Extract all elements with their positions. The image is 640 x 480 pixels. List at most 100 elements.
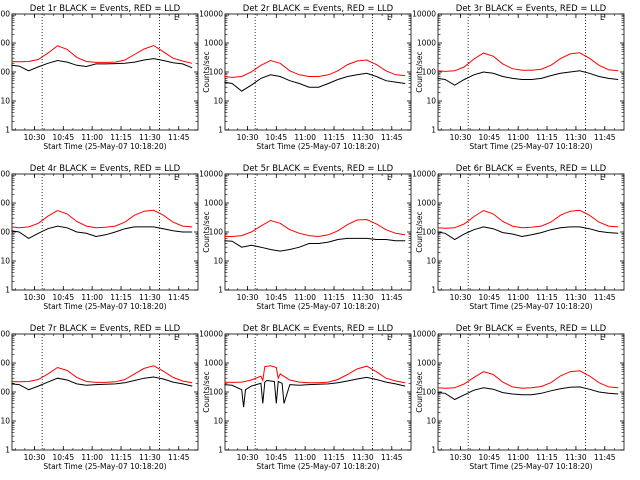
plot-frame — [11, 13, 199, 131]
series-lld-line — [11, 44, 193, 64]
panel-title: Det 7r BLACK = Events, RED = LLD — [30, 324, 181, 334]
series-lld-line — [11, 365, 193, 384]
y-tick-label: 10000 — [412, 10, 436, 19]
y-tick-label: 10000 — [0, 330, 10, 339]
y-axis-label: Counts/sec — [202, 51, 211, 92]
y-tick-label: 10 — [0, 417, 10, 426]
x-tick-label: 11:45 — [381, 293, 403, 302]
y-tick-label: 10 — [0, 97, 10, 106]
plot-frame — [224, 333, 412, 451]
y-tick-label: 10000 — [199, 10, 223, 19]
x-tick-label: 10:45 — [265, 453, 287, 462]
x-tick-label: 10:45 — [52, 293, 74, 302]
panel-title: Det 1r BLACK = Events, RED = LLD — [30, 4, 181, 14]
y-tick-label: 10 — [213, 417, 223, 426]
x-tick-label: 10:45 — [478, 293, 500, 302]
y-tick-label: 1000 — [204, 39, 223, 48]
y-tick-label: 100 — [209, 388, 224, 397]
y-tick-label: 1000 — [204, 199, 223, 208]
x-tick-label: 11:30 — [352, 453, 374, 462]
series-lld-line — [224, 365, 406, 384]
x-tick-label: 10:30 — [237, 453, 259, 462]
y-tick-label: 1000 — [417, 39, 436, 48]
y-tick-label: 1 — [5, 126, 10, 135]
plot-frame — [11, 333, 199, 451]
y-axis-label: Counts/sec — [415, 51, 424, 92]
y-tick-label: 10 — [0, 257, 10, 266]
x-axis-label: Start Time (25-May-07 10:18:20) — [43, 302, 166, 311]
x-tick-label: 11:45 — [168, 133, 190, 142]
x-tick-label: 11:30 — [139, 453, 161, 462]
y-tick-label: 10 — [426, 257, 436, 266]
plot-frame — [437, 173, 625, 291]
y-axis-label: Counts/sec — [415, 211, 424, 252]
y-tick-label: 1000 — [0, 359, 10, 368]
panel-title: Det 2r BLACK = Events, RED = LLD — [243, 4, 394, 14]
y-tick-label: 10000 — [199, 170, 223, 179]
y-tick-label: 10 — [426, 97, 436, 106]
x-tick-label: 10:30 — [450, 293, 472, 302]
y-tick-label: 1 — [218, 446, 223, 455]
x-tick-label: 11:15 — [323, 453, 345, 462]
x-tick-label: 11:45 — [381, 133, 403, 142]
x-tick-label: 10:30 — [24, 293, 46, 302]
y-tick-label: 10000 — [0, 170, 10, 179]
series-events-line — [224, 376, 406, 408]
x-tick-label: 10:45 — [52, 133, 74, 142]
y-tick-label: 1000 — [417, 359, 436, 368]
y-tick-label: 100 — [0, 68, 10, 77]
y-tick-label: 1 — [5, 446, 10, 455]
x-tick-label: 11:30 — [565, 453, 587, 462]
y-tick-label: 100 — [422, 68, 437, 77]
series-events-line — [11, 58, 193, 72]
y-tick-label: 100 — [422, 388, 437, 397]
series-events-line — [11, 376, 193, 391]
x-axis-label: Start Time (25-May-07 10:18:20) — [43, 462, 166, 471]
x-tick-label: 10:45 — [265, 293, 287, 302]
y-tick-label: 1 — [431, 286, 436, 295]
y-tick-label: 1000 — [204, 359, 223, 368]
series-events-line — [11, 225, 193, 239]
x-axis-label: Start Time (25-May-07 10:18:20) — [469, 462, 592, 471]
x-axis-label: Start Time (25-May-07 10:18:20) — [256, 302, 379, 311]
x-tick-label: 11:00 — [81, 453, 103, 462]
series-lld-line — [224, 218, 406, 238]
x-tick-label: 11:00 — [294, 453, 316, 462]
x-tick-label: 11:30 — [139, 293, 161, 302]
x-tick-label: 11:15 — [536, 133, 558, 142]
y-tick-label: 1000 — [0, 199, 10, 208]
x-tick-label: 10:45 — [478, 453, 500, 462]
x-tick-label: 11:00 — [507, 133, 529, 142]
x-tick-label: 11:00 — [81, 133, 103, 142]
x-tick-label: 11:15 — [323, 293, 345, 302]
y-tick-label: 1 — [5, 286, 10, 295]
x-tick-label: 10:30 — [237, 293, 259, 302]
y-tick-label: 10000 — [412, 170, 436, 179]
y-tick-label: 1000 — [417, 199, 436, 208]
overlay-mark: E — [174, 13, 179, 22]
y-tick-label: 1 — [218, 286, 223, 295]
y-tick-label: 100 — [0, 388, 10, 397]
series-events-line — [437, 386, 619, 401]
y-tick-label: 1000 — [0, 39, 10, 48]
y-axis-label: Counts/sec — [202, 371, 211, 412]
plot-frame — [224, 13, 412, 131]
x-axis-label: Start Time (25-May-07 10:18:20) — [256, 462, 379, 471]
x-tick-label: 11:45 — [594, 293, 616, 302]
x-tick-label: 11:30 — [139, 133, 161, 142]
x-tick-label: 11:00 — [507, 293, 529, 302]
series-events-line — [224, 237, 406, 252]
x-tick-label: 11:15 — [110, 133, 132, 142]
x-tick-label: 11:00 — [294, 133, 316, 142]
x-tick-label: 10:30 — [237, 133, 259, 142]
y-tick-label: 10000 — [412, 330, 436, 339]
panel-title: Det 9r BLACK = Events, RED = LLD — [456, 324, 607, 334]
overlay-mark: E — [387, 173, 392, 182]
x-tick-label: 10:45 — [265, 133, 287, 142]
